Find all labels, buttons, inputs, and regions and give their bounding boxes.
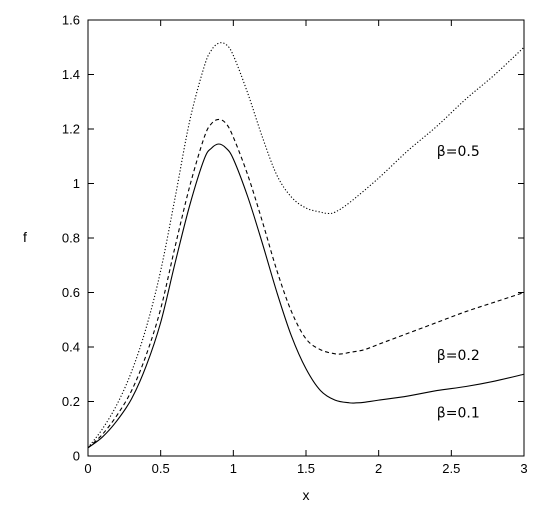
x-tick-label: 3 [520,461,527,476]
y-tick-label: 0.4 [62,340,80,355]
series-label-2: β=0.2 [437,348,480,364]
x-tick-label: 2 [375,461,382,476]
series-line-1 [87,143,525,449]
y-tick-label: 1 [73,176,80,191]
plot-frame [87,19,525,457]
x-tick-label: 0.5 [152,461,170,476]
y-tick-label: 0.6 [62,285,80,300]
x-axis-label: x [303,487,310,503]
y-tick-label: 0.2 [62,394,80,409]
y-tick-label: 1.2 [62,122,80,137]
series-lines [87,42,525,449]
x-tick-label: 1 [230,461,237,476]
y-tick-label: 0 [73,449,80,464]
series-labels: β=0.1 β=0.2 β=0.5 [437,144,480,422]
axis-ticks: 0 0.5 1 1.5 2 2.5 3 0 0.2 0.4 0.6 0.8 1 1.2 1.4 1.6 [62,13,528,477]
y-tick-label: 0.8 [62,231,80,246]
series-label-3: β=0.5 [437,144,480,160]
y-tick-label: 1.6 [62,13,80,28]
x-tick-label: 2.5 [442,461,460,476]
x-tick-label: 0 [84,461,91,476]
y-axis-label: f [23,229,27,245]
series-line-3 [87,42,525,449]
x-tick-label: 1.5 [297,461,315,476]
series-line-2 [87,118,525,449]
y-tick-label: 1.4 [62,67,80,82]
series-label-1: β=0.1 [437,405,480,421]
